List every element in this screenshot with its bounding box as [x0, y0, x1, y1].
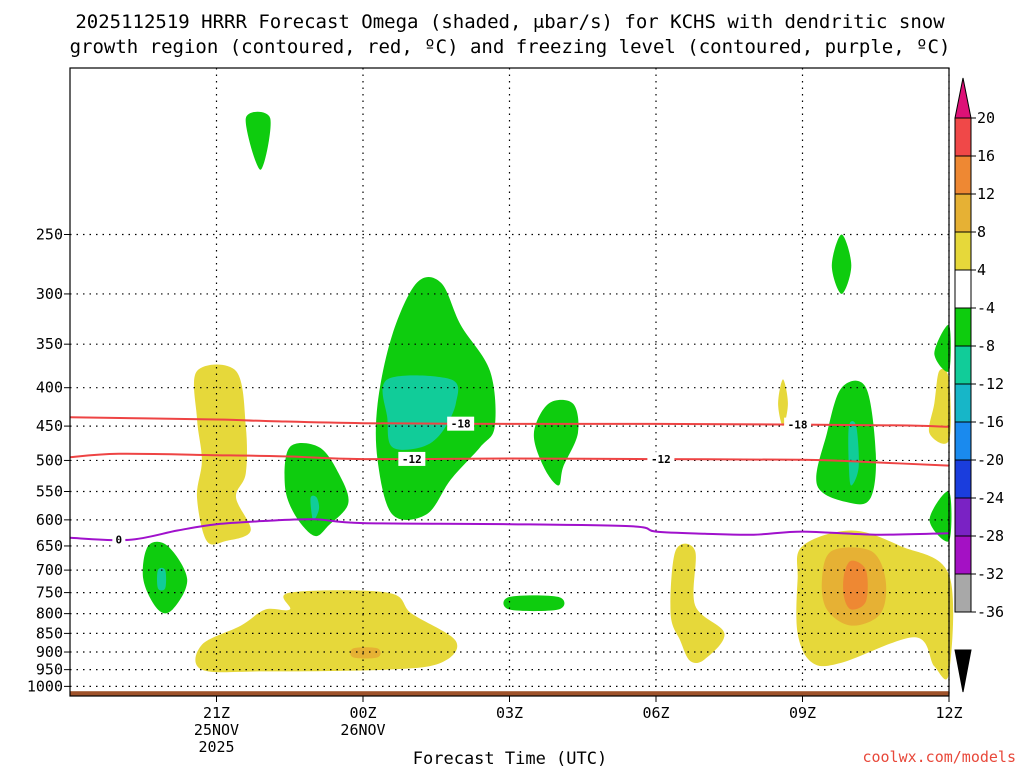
y-tick-label-350: 350 [36, 335, 63, 353]
colorbar-label-20: 20 [977, 109, 995, 127]
colorbar-label-12: 12 [977, 185, 995, 203]
contour-label--18: -18 [451, 418, 471, 431]
colorbar-label--20: -20 [977, 451, 1004, 469]
omega-region-22 [929, 491, 952, 542]
contour-label-bg [112, 532, 126, 547]
x-tick-label-12z: 12Z [935, 704, 962, 722]
colorbar-segment [954, 155, 972, 195]
colorbar-label--24: -24 [977, 489, 1004, 507]
contour-label-bg [647, 452, 675, 467]
y-tick-label-900: 900 [36, 643, 63, 661]
contour-label-0: 0 [116, 534, 123, 547]
x-tick-label-25nov: 25NOV [194, 721, 239, 739]
y-tick-label-700: 700 [36, 561, 63, 579]
colorbar-segment [954, 497, 972, 537]
omega-region-12 [350, 647, 381, 659]
colorbar-label--36: -36 [977, 603, 1004, 621]
omega-region-16 [843, 560, 868, 610]
y-tick-label-400: 400 [36, 379, 63, 397]
colorbar-segment [954, 193, 972, 233]
y-tick-label-550: 550 [36, 483, 63, 501]
colorbar-label-4: 4 [977, 261, 986, 279]
credit-text: coolwx.com/models [862, 748, 1016, 766]
colorbar-top-arrow [954, 77, 972, 119]
y-tick-label-950: 950 [36, 661, 63, 679]
omega-region-6 [533, 399, 579, 486]
omega-region-21 [934, 324, 951, 372]
omega-region-3 [310, 495, 320, 521]
y-tick-label-600: 600 [36, 511, 63, 529]
omega-region-2 [284, 443, 349, 537]
x-axis-label: Forecast Time (UTC) [413, 749, 607, 768]
y-tick-label-250: 250 [36, 226, 63, 244]
x-tick-label-26nov: 26NOV [340, 721, 385, 739]
colorbar-segment [954, 117, 972, 157]
omega-region-11 [195, 590, 458, 673]
colorbar-segment [954, 421, 972, 461]
x-tick-label-06z: 06Z [642, 704, 669, 722]
colorbar-label--16: -16 [977, 413, 1004, 431]
freezing-level-line [69, 518, 950, 542]
x-tick-label-09z: 09Z [789, 704, 816, 722]
chart-title-line2: growth region (contoured, red, ºC) and f… [70, 36, 951, 58]
contour-label--18: -18 [788, 419, 808, 432]
contour-label-bg [784, 417, 812, 432]
y-tick-label-800: 800 [36, 605, 63, 623]
temperature-contours: -18 -18 -12 -12 0 [69, 416, 950, 547]
y-tick-label-450: 450 [36, 417, 63, 435]
dendritic-contour-line--18 [69, 416, 950, 428]
omega-region-5 [382, 375, 459, 450]
colorbar-label--32: -32 [977, 565, 1004, 583]
omega-shading-layer [142, 111, 954, 680]
omega-region-19 [831, 234, 852, 294]
x-tick-label-21z: 21Z [203, 704, 230, 722]
x-tick-label-03z: 03Z [496, 704, 523, 722]
dendritic-contour-line--12 [69, 452, 950, 467]
colorbar-bottom-arrow [954, 649, 972, 693]
omega-region-10 [503, 595, 565, 612]
contour-label--12: -12 [402, 453, 422, 466]
omega-region-23 [778, 379, 788, 427]
colorbar-label--8: -8 [977, 337, 995, 355]
colorbar-label--4: -4 [977, 299, 995, 317]
colorbar-segment [954, 573, 972, 613]
colorbar-label-16: 16 [977, 147, 995, 165]
contour-label-bg [398, 451, 426, 466]
contour-label--12: -12 [651, 453, 671, 466]
y-tick-label-1000: 1000 [27, 677, 63, 695]
colorbar-segment [954, 345, 972, 385]
chart-title-line1: 2025112519 HRRR Forecast Omega (shaded, … [75, 11, 945, 33]
colorbar-segment [954, 535, 972, 575]
omega-region-13 [670, 543, 725, 663]
ground-fill [70, 691, 949, 696]
omega-region-17 [816, 380, 876, 505]
ground-layer [70, 691, 949, 696]
omega-region-20 [928, 368, 951, 444]
colorbar-label--28: -28 [977, 527, 1004, 545]
y-tick-label-850: 850 [36, 624, 63, 642]
omega-region-8 [157, 567, 167, 591]
colorbar-segment [954, 307, 972, 347]
contour-label-bg [447, 416, 475, 431]
y-tick-label-750: 750 [36, 584, 63, 602]
colorbar-segment [954, 269, 972, 309]
colorbar-label--12: -12 [977, 375, 1004, 393]
colorbar-segment [954, 231, 972, 271]
y-tick-label-300: 300 [36, 285, 63, 303]
x-tick-label-00z: 00Z [349, 704, 376, 722]
colorbar-segment [954, 459, 972, 499]
colorbar-segment [954, 383, 972, 423]
colorbar-label-8: 8 [977, 223, 986, 241]
colorbar: 20 16 12 8 4 -4 -8 -12 -16 -20 -24 -28 -32 -36 [954, 77, 1004, 693]
plot-area: -18 -18 -12 -12 0 [69, 67, 954, 697]
x-tick-label-2025: 2025 [198, 738, 234, 756]
omega-region-18 [848, 421, 859, 486]
omega-region-9 [245, 111, 271, 170]
y-tick-label-650: 650 [36, 537, 63, 555]
y-axis-ticks: 2503003504004505005506006507007508008509… [27, 226, 70, 695]
y-tick-label-500: 500 [36, 451, 63, 469]
